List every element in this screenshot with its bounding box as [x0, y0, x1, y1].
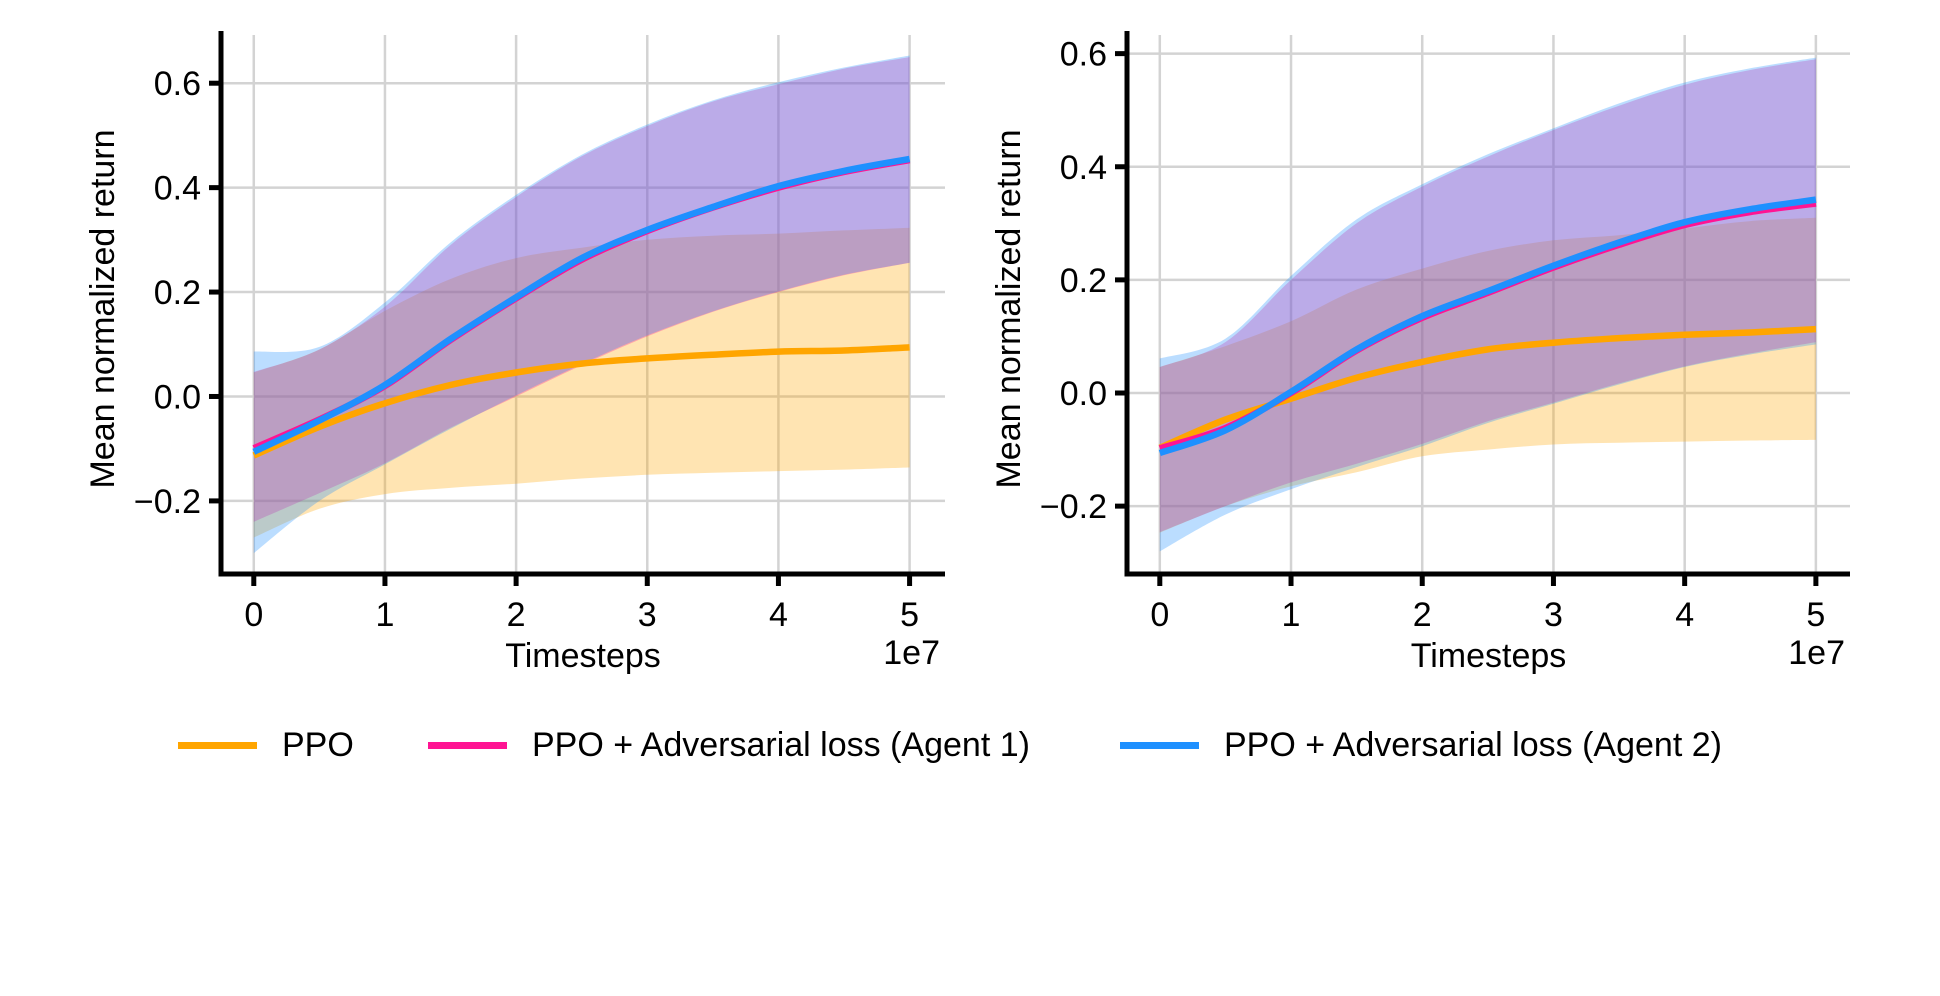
line-agent-2 — [1158, 196, 1817, 457]
x-tick-label: 1 — [1282, 596, 1301, 634]
y-tick-label: 0.4 — [154, 170, 201, 208]
x-tick-label: 2 — [507, 596, 526, 634]
legend-item-agent-1: PPO + Adversarial loss (Agent 1) — [428, 720, 1030, 770]
y-tick-label: 0.0 — [154, 378, 201, 416]
line-agent-2 — [252, 155, 911, 455]
line-ppo — [252, 344, 910, 459]
x-axis-label: Timesteps — [505, 637, 661, 675]
x-tick-label: 3 — [638, 596, 657, 634]
y-tick-label: 0.4 — [1060, 149, 1107, 187]
x-tick-label: 0 — [1150, 596, 1169, 634]
x-tick-label: 5 — [900, 596, 919, 634]
legend-item-ppo: PPO — [178, 720, 354, 770]
x-axis-label: Timesteps — [1411, 637, 1567, 675]
legend: PPO PPO + Adversarial loss (Agent 1) PPO… — [0, 720, 1940, 770]
y-tick-label: 0.2 — [154, 274, 201, 312]
y-tick-label: 0.0 — [1060, 375, 1107, 413]
legend-label-agent-1: PPO + Adversarial loss (Agent 1) — [532, 726, 1030, 764]
y-tick-label: −0.2 — [1040, 488, 1107, 526]
y-axis-label: Mean normalized return — [84, 129, 122, 488]
x-offset-label: 1e7 — [1788, 634, 1845, 672]
band-agent-2 — [253, 55, 910, 554]
legend-swatch-agent-1 — [428, 741, 507, 749]
x-tick-label: 3 — [1544, 596, 1563, 634]
band-ppo — [253, 227, 910, 538]
band-agent-2 — [1159, 57, 1816, 552]
legend-swatch-ppo — [178, 741, 257, 749]
legend-label-agent-2: PPO + Adversarial loss (Agent 2) — [1224, 726, 1722, 764]
x-tick-label: 5 — [1806, 596, 1825, 634]
y-tick-label: 0.6 — [1060, 36, 1107, 74]
y-tick-label: 0.2 — [1060, 262, 1107, 300]
legend-swatch-agent-2 — [1120, 741, 1199, 749]
y-tick-label: 0.6 — [154, 65, 201, 103]
x-tick-label: 1 — [375, 596, 394, 634]
y-tick-label: −0.2 — [134, 483, 201, 521]
legend-label-ppo: PPO — [282, 726, 354, 764]
x-tick-label: 4 — [1675, 596, 1694, 634]
band-agent-1 — [253, 57, 910, 522]
x-tick-label: 2 — [1413, 596, 1432, 634]
legend-item-agent-2: PPO + Adversarial loss (Agent 2) — [1120, 720, 1722, 770]
x-tick-label: 4 — [769, 596, 788, 634]
x-offset-label: 1e7 — [883, 634, 940, 672]
x-tick-label: 0 — [244, 596, 263, 634]
y-axis-label: Mean normalized return — [990, 129, 1028, 488]
left-chart-panel: 0 1 2 3 4 5 −0.2 0.0 0.2 0.4 0.6 Timesteps 1e7 Mean n… — [84, 31, 945, 675]
right-chart-panel: 0 1 2 3 4 5 −0.2 0.0 0.2 0.4 0.6 Timesteps 1e7 Mean n… — [990, 31, 1850, 675]
band-ppo — [1159, 217, 1816, 533]
